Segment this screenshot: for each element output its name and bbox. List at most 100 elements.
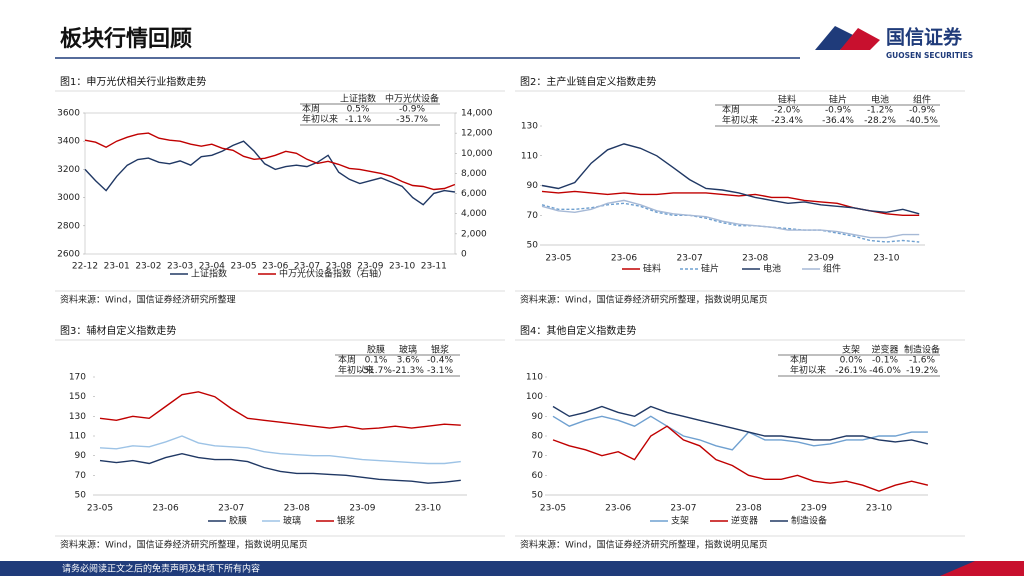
y-tick-label: 2800 xyxy=(57,221,80,231)
line-series xyxy=(541,202,920,243)
legend-label: 制造设备 xyxy=(791,515,827,527)
x-tick-label: 23-09 xyxy=(349,504,375,514)
y-tick-label: 3000 xyxy=(57,193,80,203)
table-header: 中万光伏设备 xyxy=(385,93,439,105)
line-series xyxy=(552,425,929,492)
table-cell: -23.4% xyxy=(771,116,803,126)
x-tick-label: 23-08 xyxy=(284,504,310,514)
table-cell: -21.3% xyxy=(392,366,424,376)
logo xyxy=(815,26,880,50)
x-tick-label: 23-08 xyxy=(736,504,762,514)
table-header: 玻璃 xyxy=(399,344,417,356)
table-row-label: 本周 xyxy=(302,103,320,115)
table-header: 支架 xyxy=(842,344,860,356)
chart-title: 图4：其他自定义指数走势 xyxy=(520,324,636,337)
line-series xyxy=(541,190,920,216)
x-tick-label: 23-06 xyxy=(611,254,637,264)
table-cell: -51.7% xyxy=(360,366,392,376)
table-header: 组件 xyxy=(913,94,931,106)
x-tick-label: 23-09 xyxy=(801,504,827,514)
legend-label: 胶膜 xyxy=(229,515,247,527)
x-tick-label: 23-05 xyxy=(540,504,566,514)
chart-title: 图3：辅材自定义指数走势 xyxy=(60,324,176,337)
table-cell: -46.0% xyxy=(869,366,901,376)
legend-label: 银浆 xyxy=(337,515,355,527)
y-tick-label: 90 xyxy=(527,181,539,191)
table-cell: -35.7% xyxy=(396,115,428,125)
table-row-label: 本周 xyxy=(338,354,356,366)
line-series xyxy=(541,143,920,215)
x-tick-label: 23-06 xyxy=(153,504,179,514)
y-tick-label: 70 xyxy=(527,211,539,221)
x-tick-label: 23-06 xyxy=(262,262,288,272)
y2-tick-label: 10,000 xyxy=(461,149,493,159)
line-series xyxy=(99,391,461,430)
table-header: 电池 xyxy=(871,94,889,106)
line-series xyxy=(84,140,455,206)
x-tick-label: 23-09 xyxy=(808,254,834,264)
table-header: 逆变器 xyxy=(871,344,898,356)
x-tick-label: 23-09 xyxy=(357,262,383,272)
x-tick-label: 23-06 xyxy=(605,504,631,514)
table-cell: -0.1% xyxy=(872,356,899,366)
table-header: 硅片 xyxy=(829,94,847,106)
y-tick-label: 170 xyxy=(69,373,86,383)
table-cell: -1.6% xyxy=(909,356,936,366)
table-row-label: 本周 xyxy=(722,104,740,116)
x-tick-label: 23-11 xyxy=(421,262,447,272)
plot-frame xyxy=(84,112,456,255)
y-tick-label: 80 xyxy=(532,432,544,442)
page-title: 板块行情回顾 xyxy=(60,26,192,52)
source: 资料来源：Wind，国信证券经济研究所整理，指数说明见尾页 xyxy=(520,294,768,306)
y2-tick-label: 0 xyxy=(461,250,467,260)
table-cell: -0.9% xyxy=(825,106,852,116)
y-tick-label: 2600 xyxy=(57,250,80,260)
table-header: 制造设备 xyxy=(904,344,940,356)
chart-title: 图1：申万光伏相关行业指数走势 xyxy=(60,75,206,88)
line-series xyxy=(99,435,461,465)
legend-label: 逆变器 xyxy=(731,515,758,527)
brand-en: GUOSEN SECURITIES xyxy=(886,51,973,60)
x-tick-label: 23-07 xyxy=(677,254,703,264)
legend-label: 组件 xyxy=(823,263,841,275)
x-tick-label: 23-07 xyxy=(670,504,696,514)
y-tick-label: 70 xyxy=(75,471,87,481)
table-cell: -28.2% xyxy=(864,116,896,126)
y-tick-label: 90 xyxy=(532,412,544,422)
x-tick-label: 23-10 xyxy=(389,262,415,272)
y-tick-label: 150 xyxy=(69,392,86,402)
table-cell: 3.6% xyxy=(397,356,420,366)
x-tick-label: 23-07 xyxy=(294,262,320,272)
source: 资料来源：Wind，国信证券经济研究所整理，指数说明见尾页 xyxy=(520,539,768,551)
table-header: 硅料 xyxy=(778,94,796,106)
line-series xyxy=(99,452,461,484)
y-tick-label: 110 xyxy=(521,151,538,161)
y-tick-label: 3200 xyxy=(57,165,80,175)
footer-text: 请务必阅读正文之后的免责声明及其项下所有内容 xyxy=(62,563,260,575)
x-tick-label: 23-01 xyxy=(104,262,130,272)
legend-label: 中万光伏设备指数（右轴） xyxy=(279,268,387,280)
y-tick-label: 50 xyxy=(532,491,544,501)
table-cell: -26.1% xyxy=(835,366,867,376)
y2-tick-label: 4,000 xyxy=(461,209,487,219)
legend-label: 硅片 xyxy=(701,263,719,275)
y-tick-label: 90 xyxy=(75,451,87,461)
footer-bar xyxy=(0,561,1024,576)
x-tick-label: 23-10 xyxy=(866,504,892,514)
y-tick-label: 70 xyxy=(532,451,544,461)
table-cell: -0.4% xyxy=(427,356,454,366)
source: 资料来源：Wind，国信证券经济研究所整理，指数说明见尾页 xyxy=(60,539,308,551)
x-tick-label: 23-08 xyxy=(326,262,352,272)
y2-tick-label: 14,000 xyxy=(461,109,493,119)
y-tick-label: 60 xyxy=(532,471,544,481)
brand: 国信证券 xyxy=(886,26,963,49)
x-tick-label: 23-08 xyxy=(742,254,768,264)
y-tick-label: 130 xyxy=(521,122,538,132)
x-tick-label: 23-05 xyxy=(545,254,571,264)
y-tick-label: 100 xyxy=(526,392,543,402)
table-cell: -36.4% xyxy=(822,116,854,126)
x-tick-label: 22-12 xyxy=(72,262,98,272)
table-row-label: 年初以来 xyxy=(790,364,826,376)
line-series xyxy=(552,415,928,451)
legend-label: 支架 xyxy=(671,515,689,527)
